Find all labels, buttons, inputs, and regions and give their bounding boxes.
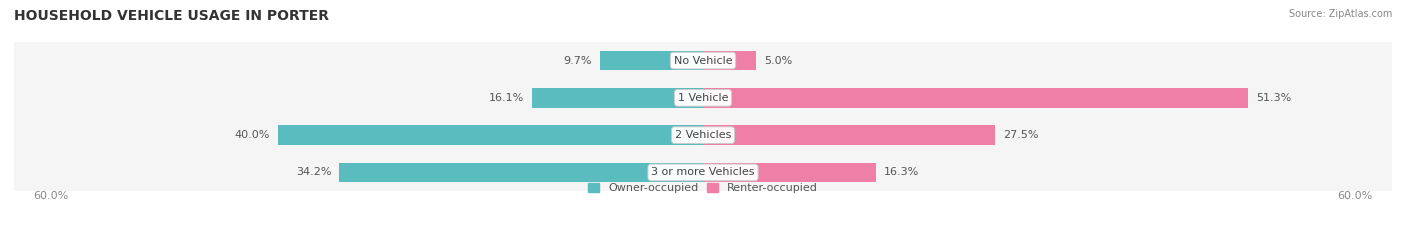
Text: No Vehicle: No Vehicle — [673, 56, 733, 65]
Bar — [14, 79, 1392, 116]
Text: HOUSEHOLD VEHICLE USAGE IN PORTER: HOUSEHOLD VEHICLE USAGE IN PORTER — [14, 9, 329, 23]
Bar — [703, 125, 995, 145]
Bar — [339, 163, 703, 182]
Text: 16.1%: 16.1% — [489, 93, 524, 103]
Bar — [14, 42, 1392, 79]
Text: 60.0%: 60.0% — [1337, 191, 1372, 201]
Bar — [703, 88, 1249, 108]
Text: 51.3%: 51.3% — [1256, 93, 1291, 103]
Bar — [703, 163, 876, 182]
Bar — [14, 116, 1392, 154]
Text: 3 or more Vehicles: 3 or more Vehicles — [651, 168, 755, 177]
Text: 5.0%: 5.0% — [763, 56, 792, 65]
Bar — [278, 125, 703, 145]
Text: 34.2%: 34.2% — [297, 168, 332, 177]
Text: 40.0%: 40.0% — [235, 130, 270, 140]
Text: 60.0%: 60.0% — [34, 191, 69, 201]
Text: 16.3%: 16.3% — [884, 168, 920, 177]
Text: 1 Vehicle: 1 Vehicle — [678, 93, 728, 103]
Text: 9.7%: 9.7% — [564, 56, 592, 65]
Text: Source: ZipAtlas.com: Source: ZipAtlas.com — [1288, 9, 1392, 19]
Legend: Owner-occupied, Renter-occupied: Owner-occupied, Renter-occupied — [583, 178, 823, 197]
Bar — [600, 51, 703, 70]
Text: 27.5%: 27.5% — [1002, 130, 1039, 140]
Bar — [531, 88, 703, 108]
Bar — [14, 154, 1392, 191]
Bar — [703, 51, 756, 70]
Text: 2 Vehicles: 2 Vehicles — [675, 130, 731, 140]
